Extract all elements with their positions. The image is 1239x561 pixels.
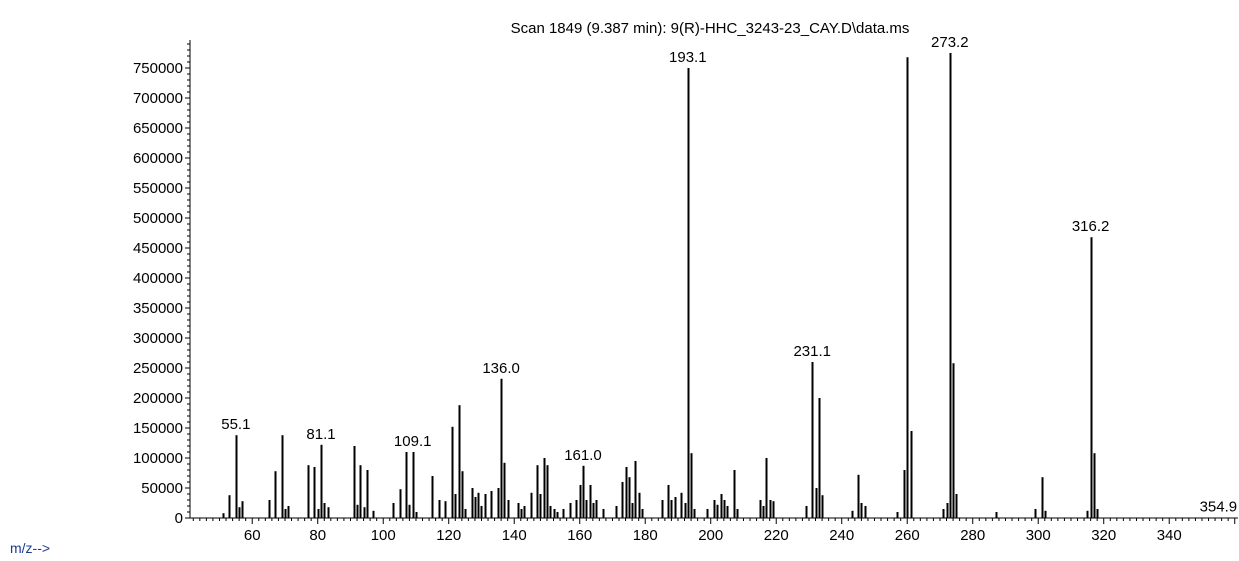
- x-tick-label: 240: [829, 527, 854, 544]
- y-tick-label: 150000: [133, 420, 183, 437]
- y-tick-label: 300000: [133, 330, 183, 347]
- peak-label: 136.0: [482, 360, 520, 377]
- x-tick-label: 320: [1091, 527, 1116, 544]
- x-tick-label: 60: [244, 527, 261, 544]
- peak-label: 231.1: [793, 343, 831, 360]
- peaks: [222, 53, 1099, 518]
- y-tick-label: 650000: [133, 120, 183, 137]
- x-axis-label: m/z-->: [10, 540, 51, 556]
- y-tick-label: 0: [175, 510, 183, 527]
- x-tick-label: 300: [1026, 527, 1051, 544]
- x-tick-label: 120: [436, 527, 461, 544]
- peak-label: 316.2: [1072, 218, 1110, 235]
- y-tick-label: 450000: [133, 240, 183, 257]
- peak-label: 273.2: [931, 34, 969, 51]
- peak-label: 55.1: [221, 416, 250, 433]
- x-tick-label: 340: [1157, 527, 1182, 544]
- x-tick-label: 80: [309, 527, 326, 544]
- y-tick-label: 250000: [133, 360, 183, 377]
- peak-label: 109.1: [394, 433, 432, 450]
- y-tick-label: 50000: [141, 480, 183, 497]
- x-tick-label: 160: [567, 527, 592, 544]
- y-tick-label: 100000: [133, 450, 183, 467]
- y-tick-label: 700000: [133, 90, 183, 107]
- x-tick-label: 200: [698, 527, 723, 544]
- y-tick-label: 750000: [133, 60, 183, 77]
- y-tick-label: 200000: [133, 390, 183, 407]
- peak-annotations: 55.1 81.1 109.1 136.0 161.0 193.1 231.1 273.2 31…: [221, 34, 1237, 515]
- peak-label: 354.9: [1200, 498, 1238, 515]
- chart-title: Scan 1849 (9.387 min): 9(R)-HHC_3243-23_…: [511, 20, 910, 37]
- y-tick-label: 400000: [133, 270, 183, 287]
- x-tick-label: 100: [371, 527, 396, 544]
- x-tick-label: 220: [764, 527, 789, 544]
- x-tick-label: 280: [960, 527, 985, 544]
- y-tick-label: 350000: [133, 300, 183, 317]
- y-axis: 0 50000 100000 150000 200000 250000 300000 3500…: [133, 40, 191, 527]
- y-tick-label: 600000: [133, 150, 183, 167]
- peak-label: 81.1: [306, 426, 335, 443]
- peak-label: 161.0: [564, 447, 602, 464]
- x-axis: 60 80 100 120 140 160 180 200 220 240 260 280 300 320…: [190, 517, 1238, 544]
- x-tick-label: 260: [895, 527, 920, 544]
- peak-label: 193.1: [669, 49, 707, 66]
- x-tick-label: 180: [633, 527, 658, 544]
- x-tick-label: 140: [502, 527, 527, 544]
- y-tick-label: 500000: [133, 210, 183, 227]
- y-tick-label: 550000: [133, 180, 183, 197]
